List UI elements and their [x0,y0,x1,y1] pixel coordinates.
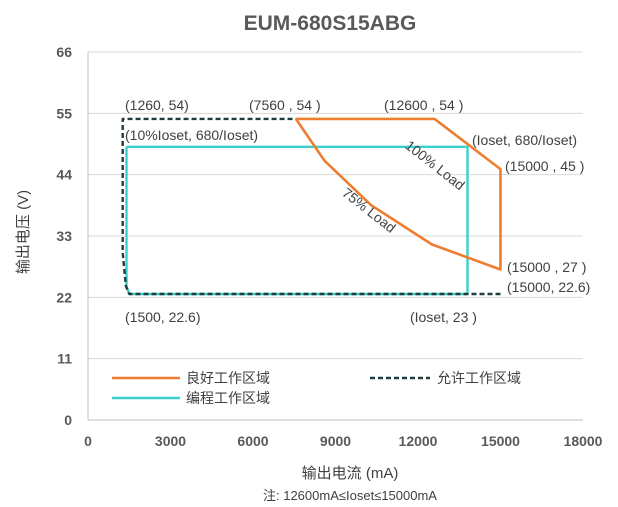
y-tick-label: 55 [56,105,72,121]
legend-label: 良好工作区域 [186,370,270,386]
allowed-region-line [121,117,501,296]
y-tick-label: 0 [64,412,72,428]
point-annotation: (15000, 22.6) [507,279,590,295]
good-region-line [294,117,502,271]
point-annotation: (Ioset, 680/Ioset) [472,132,577,148]
point-annotation: (1500, 22.6) [125,309,201,325]
point-annotation: (15000 , 45 ) [505,158,584,174]
point-annotation: (15000 , 27 ) [507,259,586,275]
x-tick-label: 6000 [237,433,268,449]
grid-lines [87,51,583,421]
point-annotation: (10%Ioset, 680/Ioset) [125,127,258,143]
programmable-region-line [125,145,469,296]
y-tick-label: 66 [56,44,72,60]
y-tick-label: 22 [56,289,72,305]
curve-label: 100% Load [402,137,468,193]
series-lines [121,117,502,296]
x-tick-label: 12000 [399,433,438,449]
point-annotation: (7560 , 54 ) [249,97,321,113]
annotations: (1260, 54) (7560 , 54 ) (12600 , 54 ) (10%I… [125,97,590,325]
point-annotation: (Ioset, 23 ) [410,309,477,325]
point-annotation: (1260, 54) [125,97,189,113]
x-tick-label: 3000 [155,433,186,449]
legend-label: 编程工作区域 [186,390,270,406]
x-axis-label: 输出电流 (mA) [302,465,399,482]
y-tick-label: 11 [57,351,72,367]
chart-note: 注: 12600mA≤Ioset≤15000mA [263,488,437,503]
chart-title: EUM-680S15ABG [244,12,417,35]
curve-label: 75% Load [339,184,399,235]
x-tick-label: 0 [84,433,92,449]
x-tick-labels: 0 3000 6000 9000 12000 15000 18000 [84,433,603,449]
y-axis-label: 输出电压 (V) [15,190,32,274]
x-tick-label: 15000 [481,433,520,449]
x-tick-label: 18000 [564,433,603,449]
x-tick-label: 9000 [320,433,351,449]
y-tick-label: 44 [56,167,72,183]
legend-label: 允许工作区域 [437,370,521,386]
y-tick-label: 33 [56,228,72,244]
point-annotation: (12600 , 54 ) [384,97,463,113]
y-tick-labels: 0 11 22 33 44 55 66 [56,44,72,428]
